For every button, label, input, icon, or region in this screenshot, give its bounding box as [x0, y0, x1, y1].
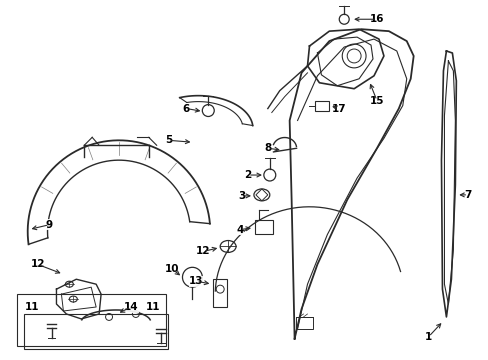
- Text: 1: 1: [424, 332, 431, 342]
- Text: 10: 10: [165, 264, 180, 274]
- Text: 11: 11: [145, 302, 160, 312]
- Bar: [213, 279, 226, 307]
- Bar: [315, 100, 328, 111]
- Text: 5: 5: [164, 135, 172, 145]
- Bar: [295, 317, 313, 329]
- Bar: [24, 314, 167, 349]
- Text: 8: 8: [264, 143, 271, 153]
- Text: 7: 7: [464, 190, 471, 200]
- Text: 17: 17: [331, 104, 346, 113]
- Text: 13: 13: [189, 276, 203, 286]
- Text: 14: 14: [123, 302, 138, 312]
- Text: 16: 16: [369, 14, 384, 24]
- Text: 3: 3: [238, 191, 245, 201]
- Bar: [254, 220, 272, 234]
- Text: 9: 9: [46, 220, 53, 230]
- Text: 4: 4: [236, 225, 243, 235]
- Text: 12: 12: [196, 247, 210, 256]
- Text: 6: 6: [183, 104, 190, 113]
- Bar: [17, 294, 165, 346]
- Text: 11: 11: [24, 302, 39, 312]
- Text: 12: 12: [30, 259, 45, 269]
- Text: 2: 2: [244, 170, 251, 180]
- Text: 15: 15: [369, 96, 384, 105]
